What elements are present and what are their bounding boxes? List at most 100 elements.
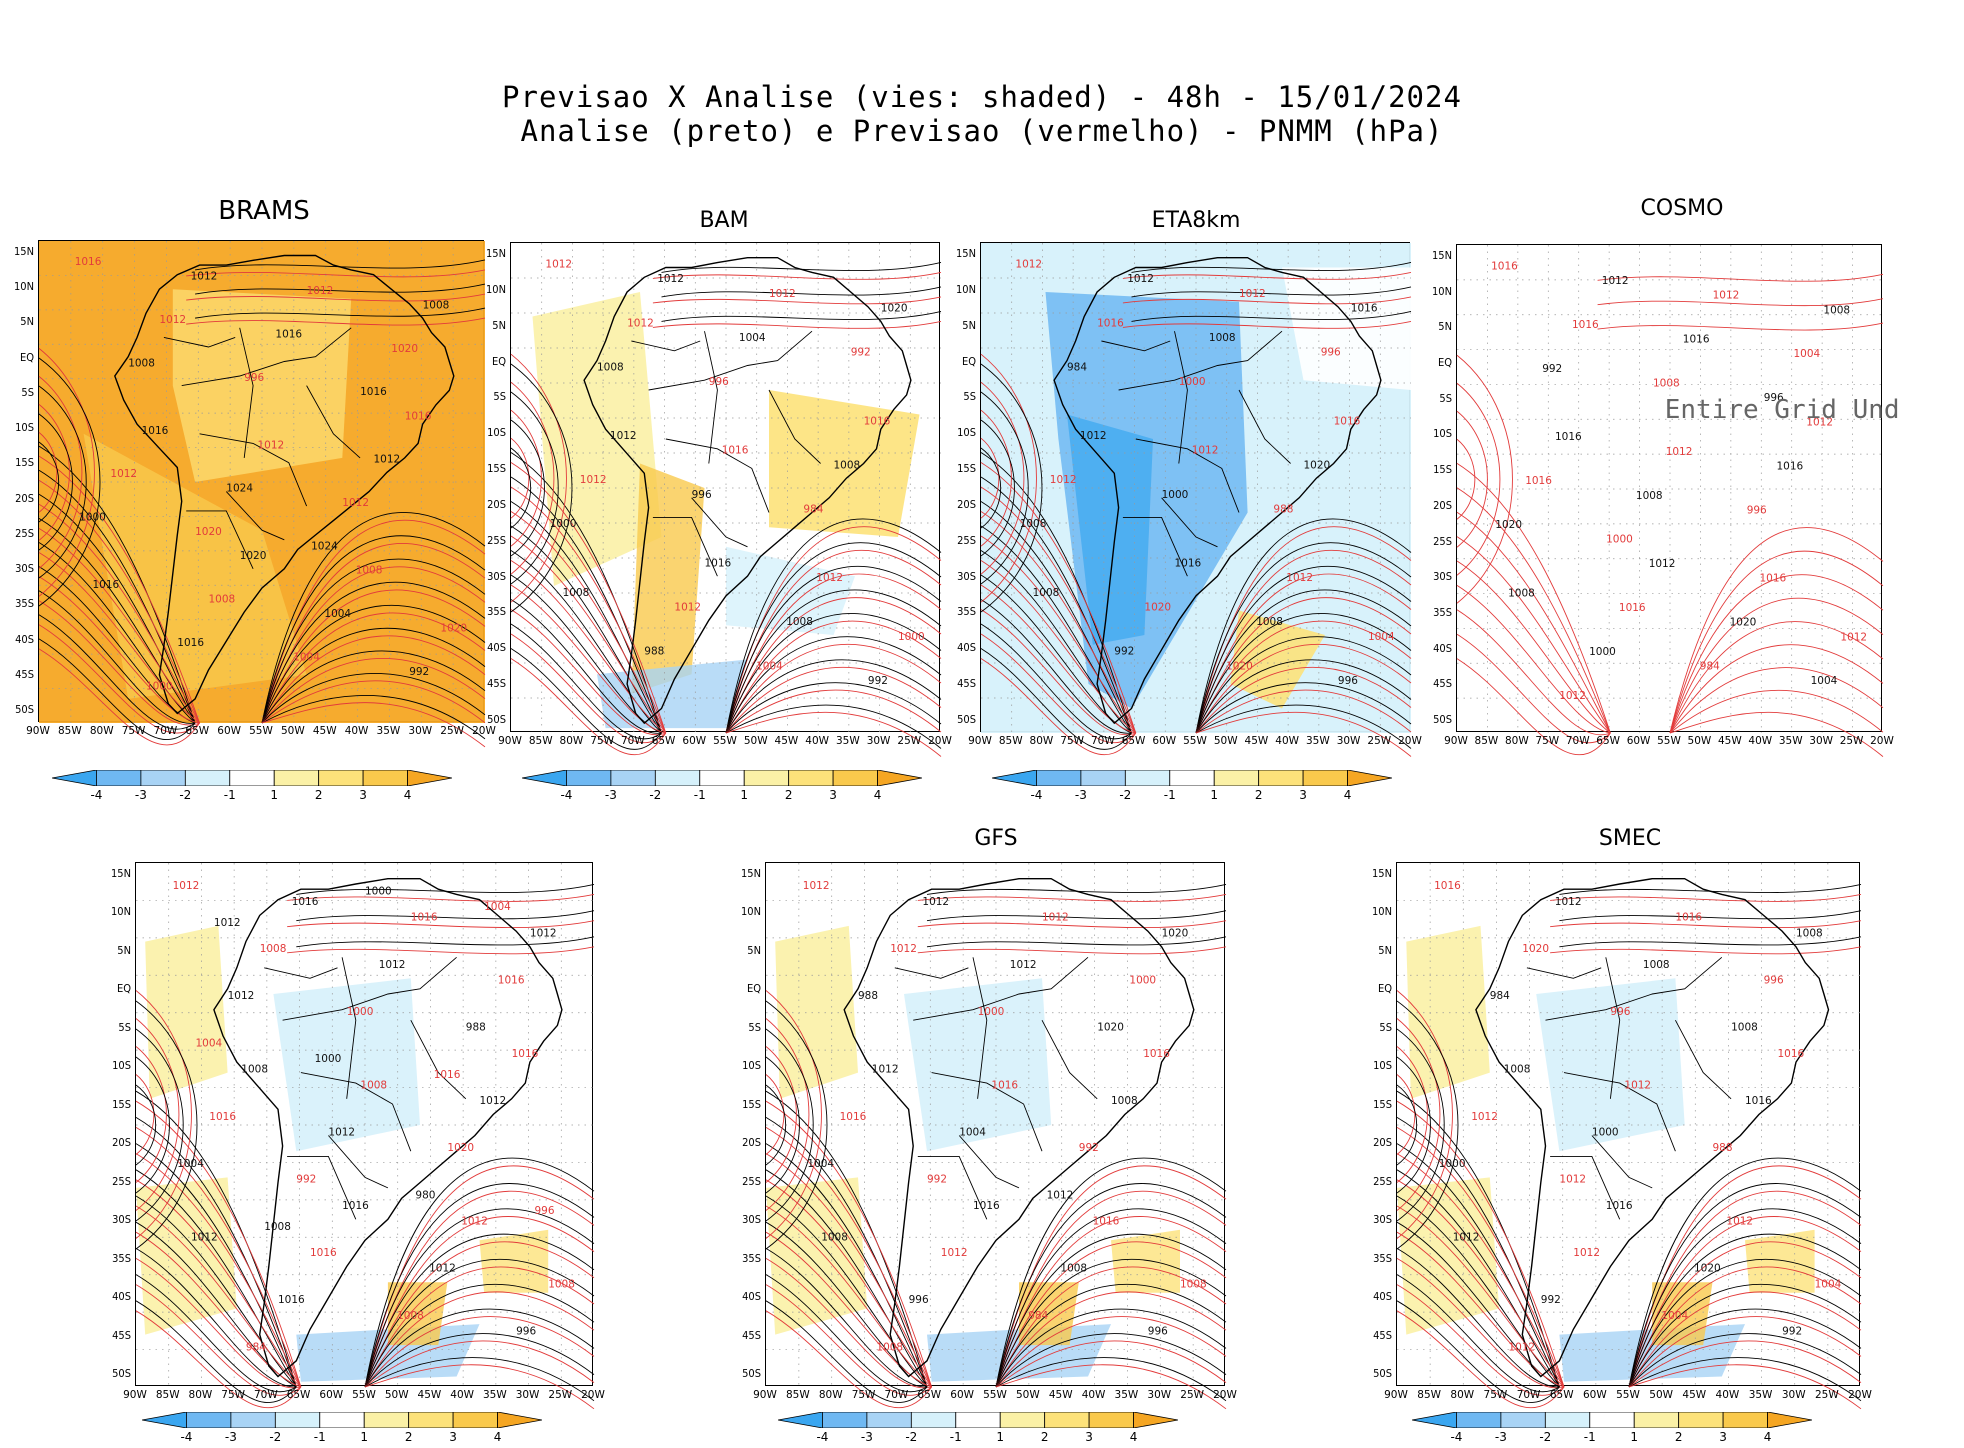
lat-tick-label: 10N	[14, 280, 34, 294]
lat-tick-label: 50S	[112, 1367, 131, 1380]
colorbar-smec: -4 -3 -2 -1 1 2 3 4	[1411, 1411, 1813, 1448]
lon-tick-label: 90W	[1444, 735, 1468, 747]
isobar-label: 1020	[1144, 602, 1171, 614]
colorbar-segment	[1124, 769, 1171, 787]
bias-shading	[136, 1177, 237, 1335]
country-border	[1122, 516, 1188, 577]
isobar-label: 1000	[315, 1053, 342, 1065]
colorbar-segment	[1456, 1411, 1502, 1429]
isobar-label: 1000	[365, 885, 392, 897]
country-border	[225, 491, 285, 541]
isobar-label: 980	[415, 1189, 435, 1201]
lon-tick-label: 50W	[1213, 735, 1238, 747]
isobar-label: 1016	[1175, 557, 1202, 569]
lat-tick-label: 10S	[1373, 1059, 1392, 1073]
country-border	[1135, 438, 1240, 513]
isobar-label: 988	[858, 990, 878, 1002]
grid-lines	[136, 863, 594, 1387]
country-border	[1563, 1072, 1676, 1152]
colorbar-tick-label: -1	[1163, 788, 1176, 802]
isobar-label: 1020	[881, 303, 908, 315]
lat-tick-label: 15S	[112, 1097, 131, 1111]
lon-tick-label: 25W	[1814, 1389, 1839, 1401]
lon-tick-label: 20W	[1848, 1389, 1872, 1401]
isobar-label: 1008	[548, 1278, 575, 1290]
lat-tick-label: 45S	[742, 1328, 761, 1342]
isobar-label: 1012	[1042, 912, 1069, 924]
lat-tick-label: 45S	[957, 677, 976, 691]
isobar-label: 1012	[214, 917, 241, 929]
colorbar-segment	[777, 1411, 823, 1429]
lat-tick-label: 10S	[742, 1059, 761, 1073]
lon-tick-label: 60W	[950, 1389, 975, 1401]
lat-tick-label: 40S	[112, 1290, 131, 1304]
lat-tick-label: 50S	[1373, 1367, 1392, 1380]
colorbar-tick-label: 2	[314, 788, 323, 802]
isobar-label: 988	[466, 1022, 486, 1034]
isobar-label: 992	[1542, 363, 1562, 375]
colorbar-tick-label: 3	[449, 1430, 457, 1444]
lat-tick-label: 15N	[1372, 867, 1392, 880]
lon-tick-label: 85W	[785, 1389, 810, 1401]
isobar-label: 1008	[397, 1310, 424, 1322]
lon-tick-label: 30W	[1147, 1389, 1172, 1401]
isobar-label: 984	[1490, 990, 1510, 1002]
isobar-label: 1012	[307, 285, 334, 297]
colorbar-tick-label: -4	[816, 1430, 829, 1444]
isobar-label: 1012	[1666, 446, 1693, 458]
colorbar-segment	[743, 769, 790, 787]
isobar-label: 992	[296, 1174, 316, 1186]
isobar-label: 1020	[1226, 660, 1253, 672]
lat-tick-label: EQ	[491, 354, 506, 368]
bias-shading	[631, 463, 705, 694]
main-title: Previsao X Analise (vies: shaded) - 48h …	[502, 80, 1462, 114]
isobar-label: 1012	[816, 572, 843, 584]
lon-tick-label: 40W	[1275, 735, 1300, 747]
colorbar-eta8km: -4 -3 -2 -1 1 2 3 4	[991, 769, 1393, 806]
bias-shading	[273, 978, 420, 1152]
isobar-label: 1012	[159, 314, 186, 326]
colorbar-segment	[318, 769, 364, 787]
lat-tick-label: 25S	[742, 1174, 761, 1188]
lon-tick-label: 25W	[1367, 735, 1392, 747]
isobar-label: 1016	[1434, 880, 1461, 892]
country-border	[1526, 967, 1602, 979]
lon-tick-label: 55W	[1657, 735, 1681, 747]
colorbar-tick-label: 4	[873, 788, 882, 802]
isobar-label: 1016	[1760, 573, 1787, 585]
isobar-label: 1016	[360, 386, 387, 398]
lat-tick-label: 20S	[1373, 1136, 1392, 1150]
lon-tick-label: 75W	[221, 1389, 246, 1401]
colorbar-tick-label: 2	[1254, 788, 1263, 802]
colorbar-tick-label: 2	[1674, 1430, 1683, 1444]
lon-tick-label: 35W	[1748, 1389, 1773, 1401]
lon-tick-label: 65W	[185, 725, 210, 737]
colorbar-segment	[497, 1411, 543, 1429]
lat-tick-label: 10N	[1372, 905, 1392, 919]
coastline	[843, 877, 1195, 1378]
isobar-label: 1020	[440, 622, 467, 634]
lat-tick-label: 50S	[487, 713, 506, 726]
lon-tick-label: 20W	[472, 725, 496, 737]
isobar-label: 1020	[1694, 1263, 1721, 1275]
country-border	[1545, 956, 1723, 1021]
coastline	[1053, 256, 1382, 725]
colorbar-segment	[1213, 769, 1260, 787]
bias-shading	[597, 659, 748, 729]
isobar-label: 1008	[241, 1064, 268, 1076]
isobar-label: 996	[1338, 675, 1358, 687]
isobar-label: 1012	[922, 896, 949, 908]
lat-tick-label: 40S	[957, 641, 976, 655]
lon-tick-label: 25W	[440, 725, 465, 737]
lat-tick-label: 40S	[487, 641, 506, 655]
lat-tick-label: 5S	[748, 1020, 761, 1034]
isobar-label: 1012	[228, 990, 255, 1002]
isobar-label: 1012	[674, 602, 701, 614]
colorbar-tick-label: -2	[179, 788, 192, 802]
isobar-label: 1012	[191, 1231, 218, 1243]
isobar-label: 1016	[1351, 303, 1378, 315]
map-panel-bam: 1012 1016 1016 1012 1012 1012 1012 1008 1016 1020…	[510, 242, 942, 757]
lon-tick-label: 75W	[121, 725, 146, 737]
colorbar-tick-label: -2	[1539, 1430, 1552, 1444]
isobar-label: 988	[1713, 1142, 1733, 1154]
